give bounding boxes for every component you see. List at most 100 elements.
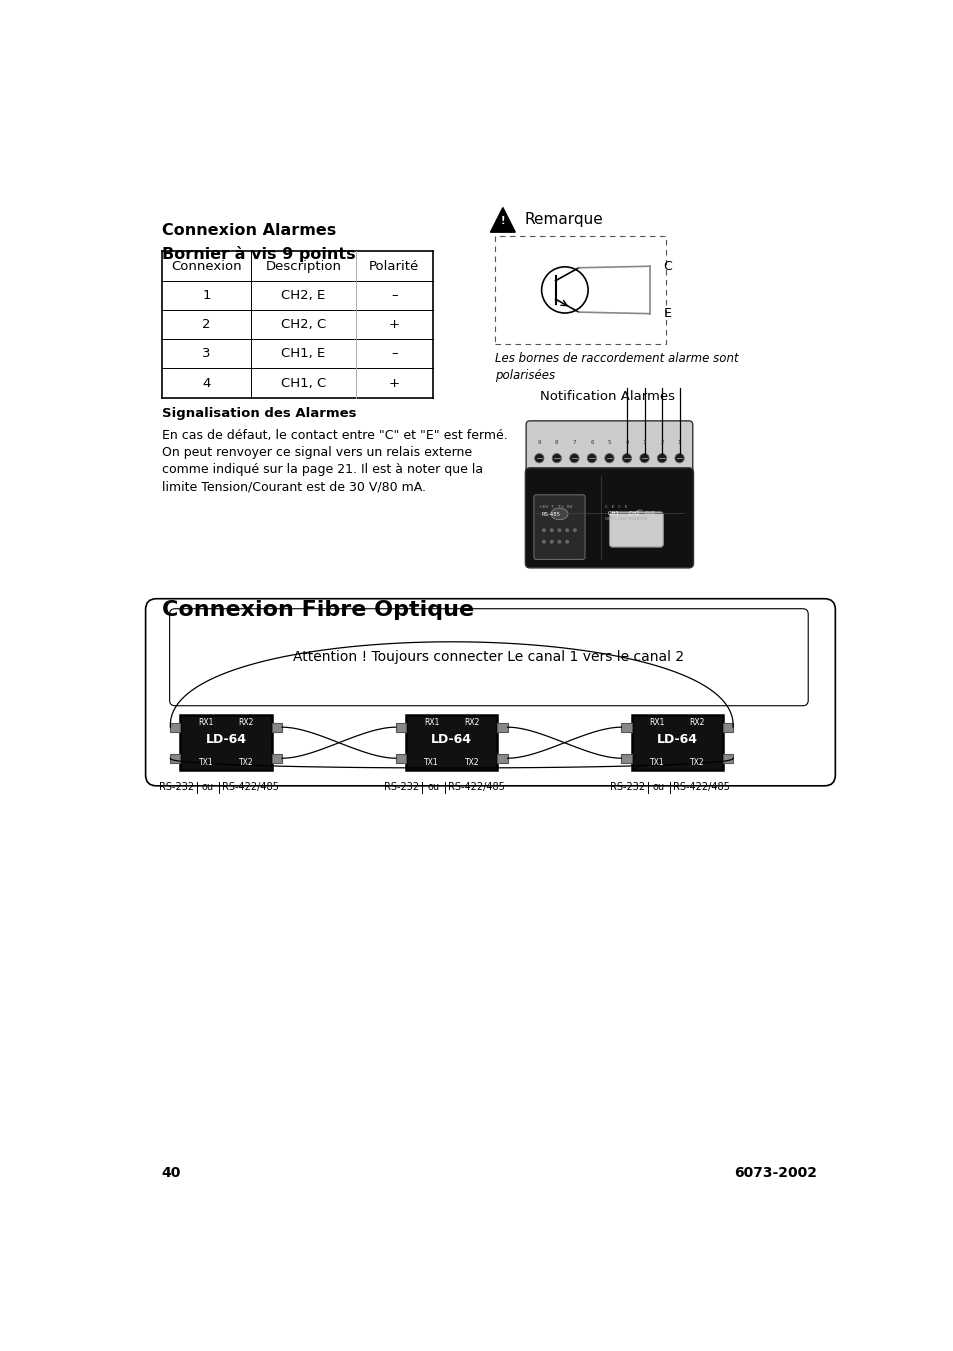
Text: 4: 4: [624, 440, 628, 446]
Text: CH1, C: CH1, C: [280, 377, 326, 389]
Text: LD-64: LD-64: [206, 734, 247, 746]
Text: 2: 2: [202, 317, 211, 331]
Circle shape: [636, 509, 642, 516]
Text: –: –: [391, 289, 397, 301]
Circle shape: [534, 454, 543, 463]
Polygon shape: [490, 208, 515, 232]
Text: RD: RD: [643, 540, 651, 544]
Text: Les bornes de raccordement alarme sont: Les bornes de raccordement alarme sont: [495, 351, 738, 365]
Text: E: E: [662, 307, 671, 320]
Text: On peut renvoyer ce signal vers un relais externe: On peut renvoyer ce signal vers un relai…: [162, 446, 472, 459]
Bar: [180, 715, 272, 770]
Bar: [406, 715, 497, 770]
Circle shape: [674, 454, 683, 463]
Text: 3: 3: [642, 440, 645, 446]
Circle shape: [636, 539, 642, 546]
Text: TX1: TX1: [649, 758, 663, 767]
Text: RS-232: RS-232: [609, 782, 644, 792]
Circle shape: [573, 528, 577, 532]
Circle shape: [552, 454, 561, 463]
Bar: [620, 723, 631, 732]
Text: CH1      CH2: CH1 CH2: [607, 511, 639, 516]
Text: RX1: RX1: [423, 719, 438, 727]
Text: CH2, C: CH2, C: [280, 317, 326, 331]
Bar: [171, 723, 180, 732]
Text: RS-422/485: RS-422/485: [222, 782, 279, 792]
Text: 1: 1: [202, 289, 211, 301]
Bar: [631, 715, 722, 770]
Text: RS-232: RS-232: [384, 782, 418, 792]
Text: Signalisation des Alarmes: Signalisation des Alarmes: [162, 407, 356, 420]
Text: Description: Description: [265, 259, 341, 273]
Text: RX2: RX2: [238, 719, 253, 727]
Text: Attention ! Toujours connecter Le canal 1 vers le canal 2: Attention ! Toujours connecter Le canal …: [294, 650, 683, 665]
Text: polarisées: polarisées: [495, 369, 555, 382]
Circle shape: [564, 528, 569, 532]
Text: TX2: TX2: [689, 758, 704, 767]
Text: 6: 6: [590, 440, 593, 446]
Text: ou: ou: [652, 782, 664, 792]
FancyBboxPatch shape: [534, 494, 584, 559]
Text: 6073-2002: 6073-2002: [733, 1166, 816, 1181]
Bar: [722, 723, 732, 732]
Bar: [272, 754, 282, 763]
Text: +: +: [389, 377, 399, 389]
Text: 40: 40: [162, 1166, 181, 1181]
Text: 8: 8: [555, 440, 558, 446]
Text: comme indiqué sur la page 21. Il est à noter que la: comme indiqué sur la page 21. Il est à n…: [162, 463, 482, 476]
Bar: [495, 236, 665, 345]
Bar: [497, 754, 507, 763]
Text: CH1, E: CH1, E: [281, 347, 325, 361]
Bar: [272, 723, 282, 732]
Circle shape: [549, 528, 553, 532]
Text: +6V  T-  T+  0V: +6V T- T+ 0V: [538, 505, 572, 509]
Text: RX2: RX2: [464, 719, 479, 727]
Circle shape: [541, 540, 545, 543]
Text: 5: 5: [607, 440, 611, 446]
Text: C: C: [662, 259, 671, 273]
Text: Bornier à vis 9 points: Bornier à vis 9 points: [162, 246, 355, 262]
Circle shape: [587, 454, 596, 463]
Text: 7: 7: [572, 440, 576, 446]
Text: TD: TD: [643, 526, 651, 531]
Text: +: +: [389, 317, 399, 331]
Text: !: !: [500, 216, 504, 226]
Text: LD-64: LD-64: [656, 734, 697, 746]
Text: RS-485: RS-485: [541, 512, 560, 517]
FancyBboxPatch shape: [525, 467, 693, 567]
Bar: [395, 723, 406, 732]
Text: Polarité: Polarité: [369, 259, 419, 273]
Bar: [171, 754, 180, 763]
Bar: [395, 754, 406, 763]
Text: –: –: [391, 347, 397, 361]
Text: Connexion Fibre Optique: Connexion Fibre Optique: [162, 600, 474, 620]
Text: 9: 9: [537, 440, 540, 446]
Circle shape: [564, 540, 569, 543]
Ellipse shape: [550, 508, 567, 520]
Text: TX2: TX2: [239, 758, 253, 767]
Text: RX2: RX2: [689, 719, 704, 727]
Text: ou: ou: [202, 782, 213, 792]
Circle shape: [621, 454, 631, 463]
Circle shape: [604, 454, 614, 463]
Text: RS-422/485: RS-422/485: [447, 782, 504, 792]
Text: Connexion: Connexion: [171, 259, 241, 273]
Text: CH2, E: CH2, E: [281, 289, 325, 301]
Text: RS-422/485: RS-422/485: [673, 782, 729, 792]
Circle shape: [557, 540, 561, 543]
Text: RX1: RX1: [198, 719, 213, 727]
Text: 2: 2: [659, 440, 663, 446]
Circle shape: [569, 454, 578, 463]
Text: OPTO LINK MONITOR: OPTO LINK MONITOR: [605, 517, 647, 521]
Bar: [722, 754, 732, 763]
Circle shape: [541, 528, 545, 532]
Circle shape: [557, 528, 561, 532]
Circle shape: [549, 540, 553, 543]
Text: 3: 3: [202, 347, 211, 361]
Text: TX2: TX2: [464, 758, 478, 767]
Circle shape: [639, 454, 648, 463]
Text: 1: 1: [678, 440, 680, 446]
Text: TX1: TX1: [424, 758, 438, 767]
Text: PWR: PWR: [643, 511, 655, 516]
FancyBboxPatch shape: [609, 512, 662, 547]
